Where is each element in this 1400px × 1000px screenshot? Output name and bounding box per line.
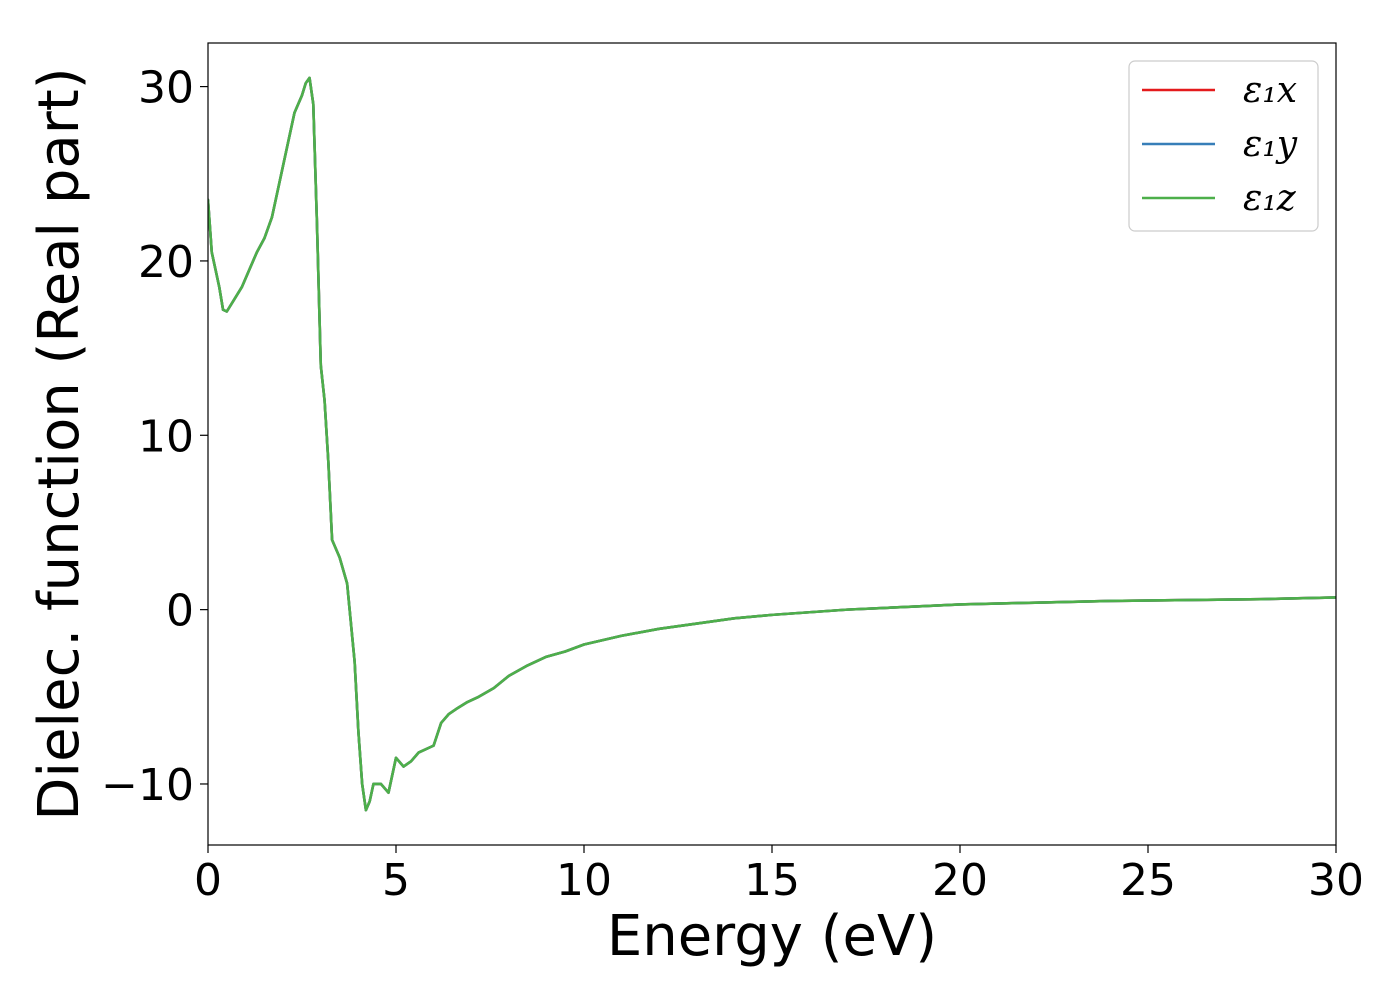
legend-label-2: ε₁y [1243, 124, 1298, 165]
y-tick-label: 20 [138, 237, 194, 288]
legend-label-1: ε₁x [1243, 70, 1297, 111]
x-tick-label: 30 [1308, 855, 1364, 906]
legend-box [1128, 60, 1319, 232]
x-tick-label: 5 [382, 855, 410, 906]
y-tick-label: 10 [138, 411, 194, 462]
legend-label-3: ε₁z [1243, 178, 1297, 219]
x-axis-ticks: 0 5 10 15 20 25 30 [194, 845, 1364, 906]
y-tick-label: 30 [138, 63, 194, 114]
series-line-3 [208, 76, 1336, 812]
y-tick-label: 0 [166, 586, 194, 637]
y-axis-ticks: −10 0 10 20 30 [101, 63, 208, 811]
x-tick-label: 20 [932, 855, 988, 906]
x-axis-label: Energy (eV) [607, 904, 937, 969]
x-tick-label: 0 [194, 855, 222, 906]
y-tick-label: −10 [101, 760, 194, 811]
x-tick-label: 25 [1120, 855, 1176, 906]
y-axis-label: Dielec. function (Real part) [27, 67, 92, 820]
x-tick-label: 15 [744, 855, 800, 906]
legend: ε₁x ε₁y ε₁z [1128, 60, 1319, 232]
x-tick-label: 10 [556, 855, 612, 906]
series-layer [208, 76, 1336, 812]
